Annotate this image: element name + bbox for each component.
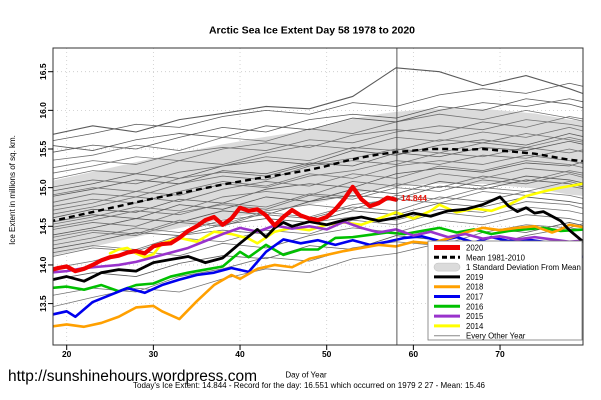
every-other-year-line [53, 147, 583, 203]
legend-label-2019: 2019 [466, 273, 483, 282]
y-tick-label: 14.5 [38, 218, 48, 235]
every-other-year-line [53, 181, 583, 238]
every-other-year-line [53, 116, 583, 174]
every-other-year-line [53, 167, 583, 225]
every-other-year-line [53, 109, 583, 161]
every-other-year-line [53, 98, 583, 153]
every-other-year-line [53, 173, 583, 230]
series-line-2015 [53, 220, 583, 274]
y-tick-label: 16.5 [38, 63, 48, 80]
current-value-annotation: 14.844 [401, 193, 427, 203]
every-other-year-line [53, 140, 583, 197]
std-deviation-polygon [53, 108, 583, 256]
plot-frame [52, 47, 584, 346]
series-line-2016 [53, 226, 583, 293]
series-line-2017 [53, 235, 583, 319]
std-deviation-band [53, 108, 583, 256]
mean-line [53, 147, 583, 223]
every-other-year-line [53, 161, 583, 219]
x-tick-label: 50 [322, 349, 332, 359]
y-tick-label: 15.5 [38, 140, 48, 157]
every-other-year-line [53, 227, 583, 308]
every-other-year-line [53, 133, 583, 192]
legend-swatch-band [433, 262, 461, 272]
every-other-year-line [53, 154, 583, 207]
every-other-year-line [53, 98, 583, 151]
every-other-year-line [53, 126, 583, 180]
every-other-year-line [53, 160, 583, 215]
legend-label-2017: 2017 [466, 293, 483, 302]
every-other-year-line [53, 136, 583, 196]
website-url-text: http://sunshinehours.wordpress.com [8, 368, 257, 385]
chart-title: Arctic Sea Ice Extent Day 58 1978 to 202… [209, 25, 415, 37]
every-other-year-line [53, 67, 583, 135]
legend-label-2015: 2015 [466, 312, 484, 321]
every-other-year-lines [53, 67, 583, 308]
y-axis-label: Ice Extent in millions of sq. km. [8, 135, 17, 245]
stats-summary-text: Today's Ice Extent: 14.844 - Record for … [133, 381, 486, 390]
plot-border [52, 47, 584, 346]
x-tick-label: 20 [62, 349, 72, 359]
series-line-2020 [53, 184, 399, 274]
every-other-year-line [53, 201, 583, 254]
year-series-lines [53, 182, 583, 329]
x-tick-label: 40 [235, 349, 245, 359]
series-line-2018 [53, 223, 583, 329]
legend-label-2016: 2016 [466, 302, 483, 311]
y-tick-label: 14.0 [38, 256, 48, 273]
x-axis-label: Day of Year [285, 371, 327, 380]
x-tick-label: 60 [409, 349, 419, 359]
every-other-year-line [53, 148, 583, 211]
y-tick-label: 15.0 [38, 179, 48, 196]
x-tick-label: 30 [149, 349, 159, 359]
every-other-year-line [53, 133, 583, 188]
legend-label-2018: 2018 [466, 283, 483, 292]
legend-label-2020: 2020 [466, 244, 484, 253]
series-line-2019 [53, 195, 583, 283]
every-other-year-line [53, 170, 583, 228]
every-other-year-line [53, 82, 583, 142]
legend-label-2014: 2014 [466, 322, 484, 331]
y-tick-label: 13.5 [38, 295, 48, 312]
axis-ticks: 20 30 40 50 60 70 13.5 14.0 14.5 15.0 15.5 16.0 16.5 [38, 63, 505, 359]
legend-label-1-standard-deviation-from-mean: 1 Standard Deviation From Mean [466, 263, 581, 272]
y-tick-label: 16.0 [38, 102, 48, 119]
every-other-year-line [53, 222, 583, 281]
legend-label-mean-1981-2010: Mean 1981-2010 [466, 253, 526, 262]
x-tick-label: 70 [495, 349, 505, 359]
every-other-year-line [53, 179, 583, 236]
mean-1981-2010-line [53, 147, 583, 223]
legend-label-every-other-year: Every Other Year [466, 332, 526, 341]
